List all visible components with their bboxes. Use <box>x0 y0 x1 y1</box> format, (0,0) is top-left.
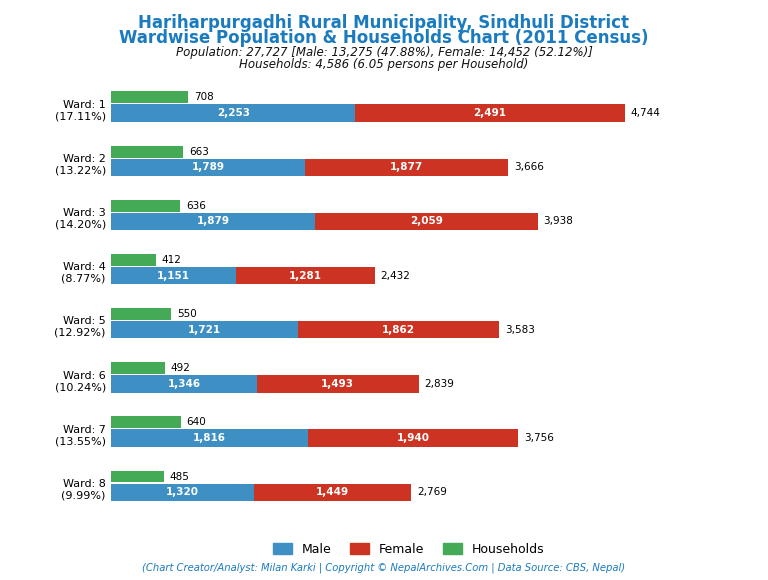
Bar <box>305 158 508 176</box>
Bar <box>257 375 419 393</box>
Text: 640: 640 <box>187 418 207 427</box>
Text: 1,862: 1,862 <box>382 325 415 335</box>
Text: 2,769: 2,769 <box>417 487 447 497</box>
Text: 2,253: 2,253 <box>217 108 250 118</box>
Text: 3,583: 3,583 <box>505 325 535 335</box>
Text: 2,839: 2,839 <box>425 379 455 389</box>
Text: 636: 636 <box>186 201 206 211</box>
Bar <box>111 429 308 447</box>
Text: 3,938: 3,938 <box>544 216 574 226</box>
Text: 1,879: 1,879 <box>197 216 230 226</box>
Bar <box>111 213 315 230</box>
Text: 1,281: 1,281 <box>289 271 322 281</box>
Text: 1,493: 1,493 <box>321 379 354 389</box>
Bar <box>111 200 180 212</box>
Text: 1,816: 1,816 <box>193 433 226 443</box>
Legend: Male, Female, Households: Male, Female, Households <box>268 538 550 561</box>
Bar <box>308 429 518 447</box>
Bar <box>355 104 624 122</box>
Text: 1,877: 1,877 <box>390 162 423 172</box>
Bar <box>298 321 499 338</box>
Text: 708: 708 <box>194 92 214 103</box>
Bar <box>315 213 538 230</box>
Text: 2,059: 2,059 <box>409 216 442 226</box>
Text: 1,320: 1,320 <box>167 487 199 497</box>
Text: 492: 492 <box>170 363 190 373</box>
Bar <box>111 375 257 393</box>
Bar <box>111 158 305 176</box>
Bar <box>111 362 164 374</box>
Text: Population: 27,727 [Male: 13,275 (47.88%), Female: 14,452 (52.12%)]: Population: 27,727 [Male: 13,275 (47.88%… <box>176 46 592 59</box>
Bar <box>236 267 375 284</box>
Text: 1,151: 1,151 <box>157 271 190 281</box>
Text: Households: 4,586 (6.05 persons per Household): Households: 4,586 (6.05 persons per Hous… <box>240 58 528 71</box>
Bar <box>111 321 298 338</box>
Text: (Chart Creator/Analyst: Milan Karki | Copyright © NepalArchives.Com | Data Sourc: (Chart Creator/Analyst: Milan Karki | Co… <box>142 563 626 573</box>
Text: 1,346: 1,346 <box>167 379 200 389</box>
Text: 485: 485 <box>170 472 190 481</box>
Bar <box>111 470 164 483</box>
Text: 2,491: 2,491 <box>473 108 506 118</box>
Text: Hariharpurgadhi Rural Municipality, Sindhuli District: Hariharpurgadhi Rural Municipality, Sind… <box>138 14 630 32</box>
Text: 1,449: 1,449 <box>316 487 349 497</box>
Bar <box>111 308 170 320</box>
Text: 412: 412 <box>162 255 182 265</box>
Text: 3,756: 3,756 <box>524 433 554 443</box>
Text: 1,940: 1,940 <box>396 433 429 443</box>
Text: 1,789: 1,789 <box>192 162 225 172</box>
Text: 1,721: 1,721 <box>188 325 221 335</box>
Bar <box>111 484 254 501</box>
Bar <box>111 92 188 103</box>
Text: 3,666: 3,666 <box>514 162 544 172</box>
Bar <box>111 416 180 428</box>
Text: 550: 550 <box>177 309 197 319</box>
Text: 4,744: 4,744 <box>631 108 660 118</box>
Bar <box>111 146 183 158</box>
Bar <box>111 104 355 122</box>
Text: 2,432: 2,432 <box>380 271 410 281</box>
Bar <box>254 484 411 501</box>
Bar <box>111 254 156 266</box>
Text: 663: 663 <box>189 147 209 157</box>
Bar <box>111 267 236 284</box>
Text: Wardwise Population & Households Chart (2011 Census): Wardwise Population & Households Chart (… <box>119 29 649 47</box>
